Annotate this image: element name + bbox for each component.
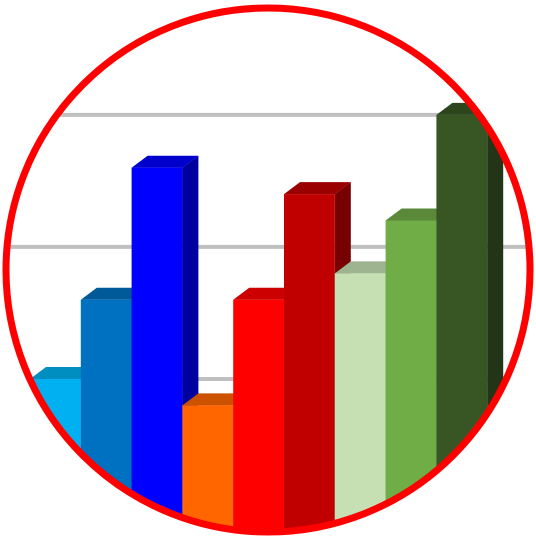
bar-top <box>182 393 250 406</box>
bar-top <box>385 208 453 221</box>
bar-side <box>487 102 504 530</box>
bar-top <box>284 182 351 195</box>
bar-top <box>334 261 402 274</box>
bar <box>436 102 504 530</box>
bar-front <box>334 273 386 530</box>
bar-top <box>131 155 199 168</box>
bar-front <box>131 167 183 530</box>
bar-front <box>30 378 81 530</box>
bar-front <box>80 299 132 530</box>
bar-top <box>233 287 300 300</box>
plot-area <box>8 102 528 530</box>
icon-frame <box>2 4 534 536</box>
bar-front <box>182 405 234 530</box>
bar-front <box>284 194 335 530</box>
bar-top <box>30 366 97 379</box>
bar-front <box>233 299 284 530</box>
bar-top <box>80 287 148 300</box>
bar-front <box>436 114 488 530</box>
